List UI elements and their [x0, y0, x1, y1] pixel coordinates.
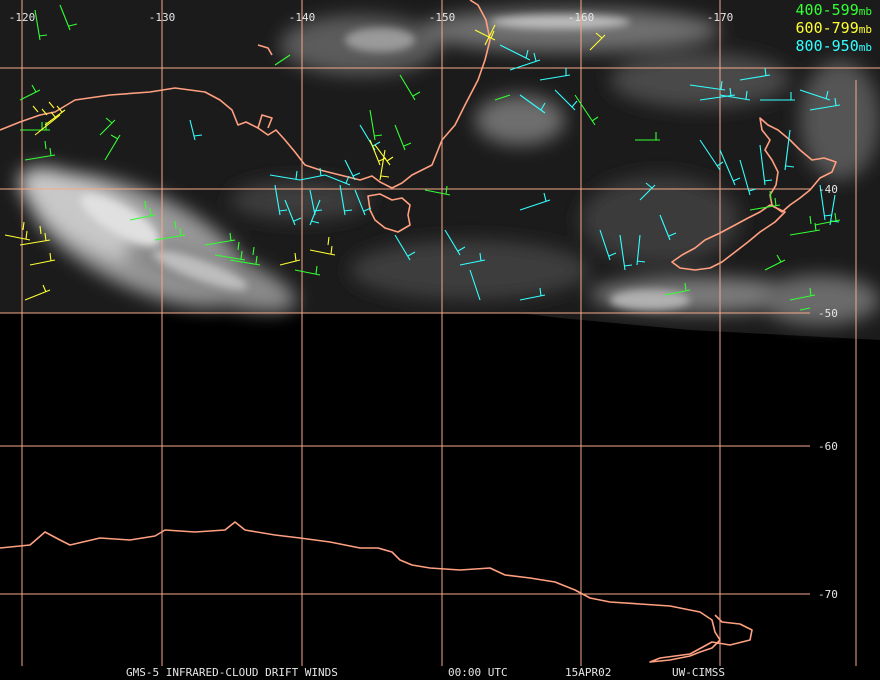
footer-date: 15APR02: [565, 666, 612, 679]
legend-unit: mb: [858, 5, 872, 18]
lon-label-150: -150: [429, 11, 456, 24]
tasmania-coastline: [367, 193, 411, 233]
lon-label-160: -160: [568, 11, 595, 24]
lat-label-50: -50: [818, 307, 838, 320]
lat-label-70: -70: [818, 588, 838, 601]
latitude-labels: -40 -50 -60 -70: [818, 183, 838, 601]
pressure-legend: 400-599mb 600-799mb 800-950mb: [796, 2, 872, 56]
legend-range: 600-799: [795, 19, 859, 37]
coastlines: [0, 0, 837, 663]
graticule: [0, 0, 880, 666]
legend-item-400-599: 400-599mb: [796, 2, 872, 20]
footer-source: UW-CIMSS: [672, 666, 725, 679]
new-zealand-north-island: [759, 117, 837, 213]
lon-label-130: -130: [149, 11, 176, 24]
legend-item-800-950: 800-950mb: [796, 38, 872, 56]
lat-label-40: -40: [818, 183, 838, 196]
legend-item-600-799: 600-799mb: [796, 20, 872, 38]
antarctica-coastline: [0, 521, 753, 663]
lat-label-60: -60: [818, 440, 838, 453]
lon-label-170: -170: [707, 11, 734, 24]
satellite-imagery: [0, 0, 880, 340]
lon-label-140: -140: [289, 11, 316, 24]
wind-barbs-600-799mb: [4, 24, 606, 301]
legend-unit: mb: [858, 41, 872, 54]
legend-unit: mb: [858, 23, 872, 36]
new-zealand-south-island: [671, 204, 786, 271]
wind-barbs-400-599mb: [19, 4, 841, 311]
longitude-labels: -120 -130 -140 -150 -160 -170: [9, 11, 734, 24]
lon-label-120: -120: [9, 11, 36, 24]
legend-range: 800-950: [795, 37, 859, 55]
legend-range: 400-599: [795, 1, 859, 19]
footer-product: GMS-5 INFRARED-CLOUD DRIFT WINDS: [126, 666, 338, 679]
footer-time: 00:00 UTC: [448, 666, 508, 679]
australia-coastline: [0, 0, 491, 189]
